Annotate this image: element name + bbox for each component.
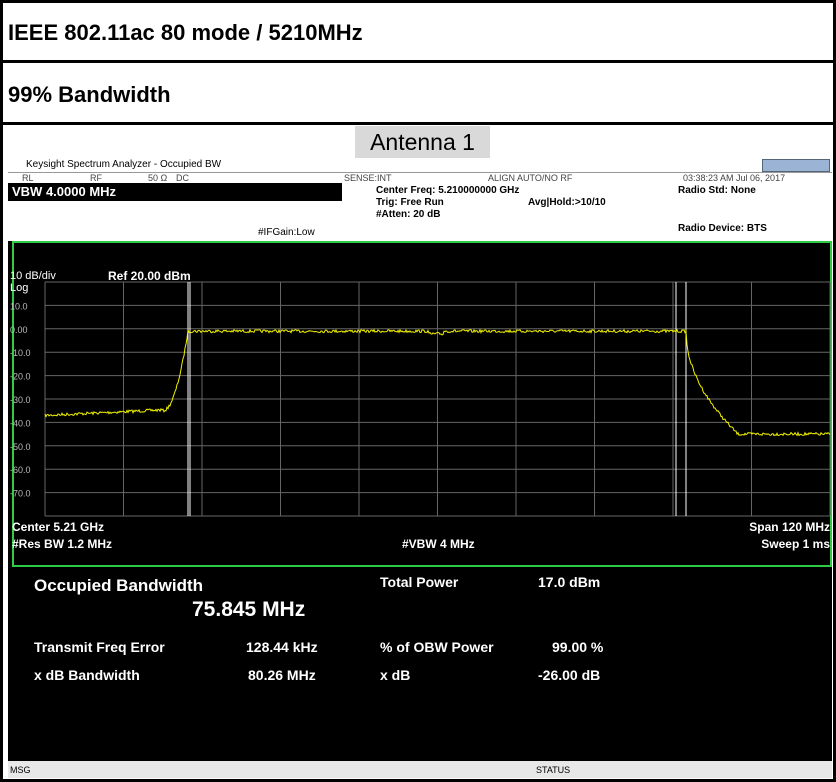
log-label: Log bbox=[10, 282, 29, 294]
doc-subtitle: 99% Bandwidth bbox=[8, 82, 171, 107]
center: Center 5.21 GHz bbox=[12, 520, 105, 534]
xdb-label: x dB bbox=[380, 667, 411, 683]
obw-power-value: 99.00 % bbox=[552, 639, 604, 655]
window-buttons[interactable] bbox=[762, 159, 830, 172]
total-power-label: Total Power bbox=[380, 574, 459, 590]
antenna-label: Antenna 1 bbox=[355, 126, 490, 158]
vbw: #VBW 4 MHz bbox=[402, 537, 475, 551]
rf: RF bbox=[90, 173, 102, 183]
status-row: RL RF 50 Ω DC SENSE:INT ALIGN AUTO/NO RF… bbox=[8, 173, 832, 183]
coupling: DC bbox=[176, 173, 189, 183]
atten: #Atten: 20 dB bbox=[376, 209, 441, 220]
xdb-bw-label: x dB Bandwidth bbox=[34, 667, 140, 683]
window-titlebar bbox=[8, 158, 832, 173]
span: Span 120 MHz bbox=[749, 520, 830, 534]
window-title: Keysight Spectrum Analyzer - Occupied BW bbox=[26, 159, 222, 170]
row-divider bbox=[0, 60, 836, 63]
scale: 10 dB/div bbox=[10, 270, 56, 282]
statusbar: MSG STATUS bbox=[8, 761, 832, 778]
sweep: Sweep 1 ms bbox=[761, 537, 830, 551]
center-freq: Center Freq: 5.210000000 GHz bbox=[376, 185, 520, 196]
rl: RL bbox=[22, 173, 34, 183]
y-tick-label: -30.0 bbox=[10, 395, 31, 405]
vbw-setting[interactable]: VBW 4.0000 MHz bbox=[8, 183, 342, 201]
ref-level: Ref 20.00 dBm bbox=[108, 269, 191, 283]
xdb-bw-value: 80.26 MHz bbox=[248, 667, 316, 683]
msg: MSG bbox=[10, 765, 31, 775]
obw-power-label: % of OBW Power bbox=[380, 639, 494, 655]
y-tick-label: -10.0 bbox=[10, 348, 31, 358]
freq-error-label: Transmit Freq Error bbox=[34, 639, 165, 655]
analyzer-screen: Keysight Spectrum Analyzer - Occupied BW… bbox=[8, 158, 832, 778]
graph-frame bbox=[12, 241, 832, 567]
y-tick-label: -20.0 bbox=[10, 372, 31, 382]
datetime: 03:38:23 AM Jul 06, 2017 bbox=[683, 173, 786, 183]
y-tick-label: 10.0 bbox=[10, 301, 28, 311]
ifgain: #IFGain:Low bbox=[258, 227, 315, 238]
trig: Trig: Free Run bbox=[376, 197, 444, 208]
obw-label: Occupied Bandwidth bbox=[34, 576, 204, 595]
xdb-value: -26.00 dB bbox=[538, 667, 601, 683]
y-tick-label: -60.0 bbox=[10, 465, 31, 475]
settings-panel: VBW 4.0000 MHz #IFGain:Low Center Freq: … bbox=[8, 183, 832, 241]
y-tick-label: -70.0 bbox=[10, 489, 31, 499]
radio-device: Radio Device: BTS bbox=[678, 223, 767, 234]
doc-title: IEEE 802.11ac 80 mode / 5210MHz bbox=[8, 20, 363, 45]
spectrum-graph: 10.0 0.00 -10.0 -20.0 -30.0 -40.0 -50.0 -60.0 -7… bbox=[10, 281, 831, 517]
y-tick-label: -40.0 bbox=[10, 418, 31, 428]
res-bw: #Res BW 1.2 MHz bbox=[12, 537, 113, 551]
status: STATUS bbox=[536, 765, 571, 775]
sense: SENSE:INT bbox=[344, 173, 392, 183]
obw-value: 75.845 MHz bbox=[192, 598, 306, 621]
row-divider bbox=[0, 122, 836, 125]
total-power-value: 17.0 dBm bbox=[538, 574, 601, 590]
y-tick-label: -50.0 bbox=[10, 442, 31, 452]
trace bbox=[44, 328, 831, 437]
avg-hold: Avg|Hold:>10/10 bbox=[528, 197, 606, 208]
radio-std: Radio Std: None bbox=[678, 185, 756, 196]
freq-error-value: 128.44 kHz bbox=[246, 639, 318, 655]
y-tick-label: 0.00 bbox=[10, 325, 28, 335]
align: ALIGN AUTO/NO RF bbox=[488, 173, 573, 183]
impedance: 50 Ω bbox=[148, 173, 168, 183]
